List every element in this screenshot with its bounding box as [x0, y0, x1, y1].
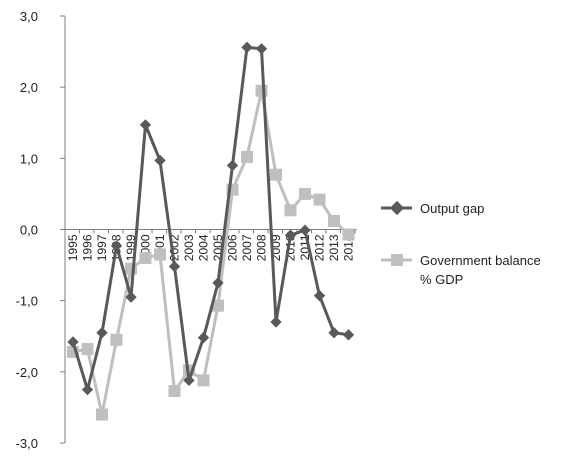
y-tick-label: -1,0	[16, 294, 38, 309]
y-tick-label: 2,0	[20, 80, 38, 95]
x-tick-label: 2014	[342, 234, 356, 261]
x-tick-label: 2013	[327, 234, 341, 261]
data-point-government-balance	[255, 84, 268, 97]
legend-marker-output-gap	[389, 200, 405, 216]
y-tick-label: -3,0	[16, 436, 38, 451]
data-point-government-balance	[168, 385, 181, 398]
data-point-output-gap	[168, 260, 181, 273]
legend-label-government-balance-line1: Government balance	[420, 253, 541, 268]
x-tick-label: 2008	[255, 234, 269, 261]
legend-label-government-balance-line2: % GDP	[420, 272, 463, 287]
data-point-output-gap	[313, 290, 326, 302]
data-point-output-gap	[67, 336, 79, 348]
data-point-government-balance	[299, 187, 311, 200]
legend-marker-government-balance	[391, 254, 403, 266]
x-tick-label: 2004	[197, 234, 211, 261]
data-point-government-balance	[342, 228, 355, 241]
legend-item-output-gap: Output gap	[381, 200, 484, 216]
data-point-government-balance	[139, 251, 152, 264]
y-axis: 3,0 2,0 1,0 0,0 -1,0 -2,0 -3,0	[16, 9, 66, 451]
y-tick-label: 1,0	[20, 151, 38, 166]
data-point-government-balance	[212, 299, 224, 312]
data-point-government-balance	[270, 168, 282, 181]
data-point-output-gap	[255, 43, 268, 55]
data-point-output-gap	[241, 41, 253, 53]
data-point-output-gap	[226, 159, 239, 172]
data-point-output-gap	[96, 327, 108, 339]
x-tick-label: 2007	[240, 234, 254, 261]
data-point-government-balance	[110, 333, 123, 346]
data-point-government-balance	[197, 374, 210, 387]
data-point-output-gap	[139, 119, 152, 131]
data-point-output-gap	[81, 383, 94, 396]
x-tick-label: 1995	[66, 234, 80, 261]
x-tick-label: 2012	[313, 234, 327, 261]
legend: Output gap Government balance % GDP	[381, 200, 541, 287]
data-point-government-balance	[313, 193, 326, 206]
data-point-output-gap	[197, 332, 210, 344]
data-point-output-gap	[342, 329, 355, 341]
legend-label-output-gap: Output gap	[420, 201, 484, 216]
data-point-output-gap	[299, 224, 311, 236]
data-point-output-gap	[284, 229, 297, 241]
series-layer	[67, 41, 355, 421]
x-tick-label: 2003	[182, 234, 196, 261]
data-point-output-gap	[183, 374, 195, 387]
series-government-balance	[67, 84, 355, 421]
x-tick-label: 1997	[95, 234, 109, 261]
data-point-government-balance	[241, 150, 253, 163]
data-point-government-balance	[96, 408, 108, 421]
data-point-government-balance	[284, 204, 297, 217]
legend-item-government-balance: Government balance % GDP	[381, 253, 541, 287]
y-tick-label: 0,0	[20, 223, 38, 238]
y-tick-label: -2,0	[16, 365, 38, 380]
x-tick-label: 1996	[81, 234, 95, 261]
series-output-gap	[67, 41, 355, 396]
x-axis: 1995199619971998199920002001200220032004…	[64, 229, 357, 261]
data-point-government-balance	[328, 214, 340, 227]
data-point-output-gap	[328, 327, 340, 339]
data-point-output-gap	[212, 277, 224, 289]
y-tick-label: 3,0	[20, 9, 38, 24]
data-point-output-gap	[270, 316, 282, 328]
data-point-government-balance	[81, 343, 94, 356]
x-tick-label: 2006	[226, 234, 240, 261]
data-point-output-gap	[154, 154, 166, 167]
data-point-government-balance	[154, 248, 166, 261]
